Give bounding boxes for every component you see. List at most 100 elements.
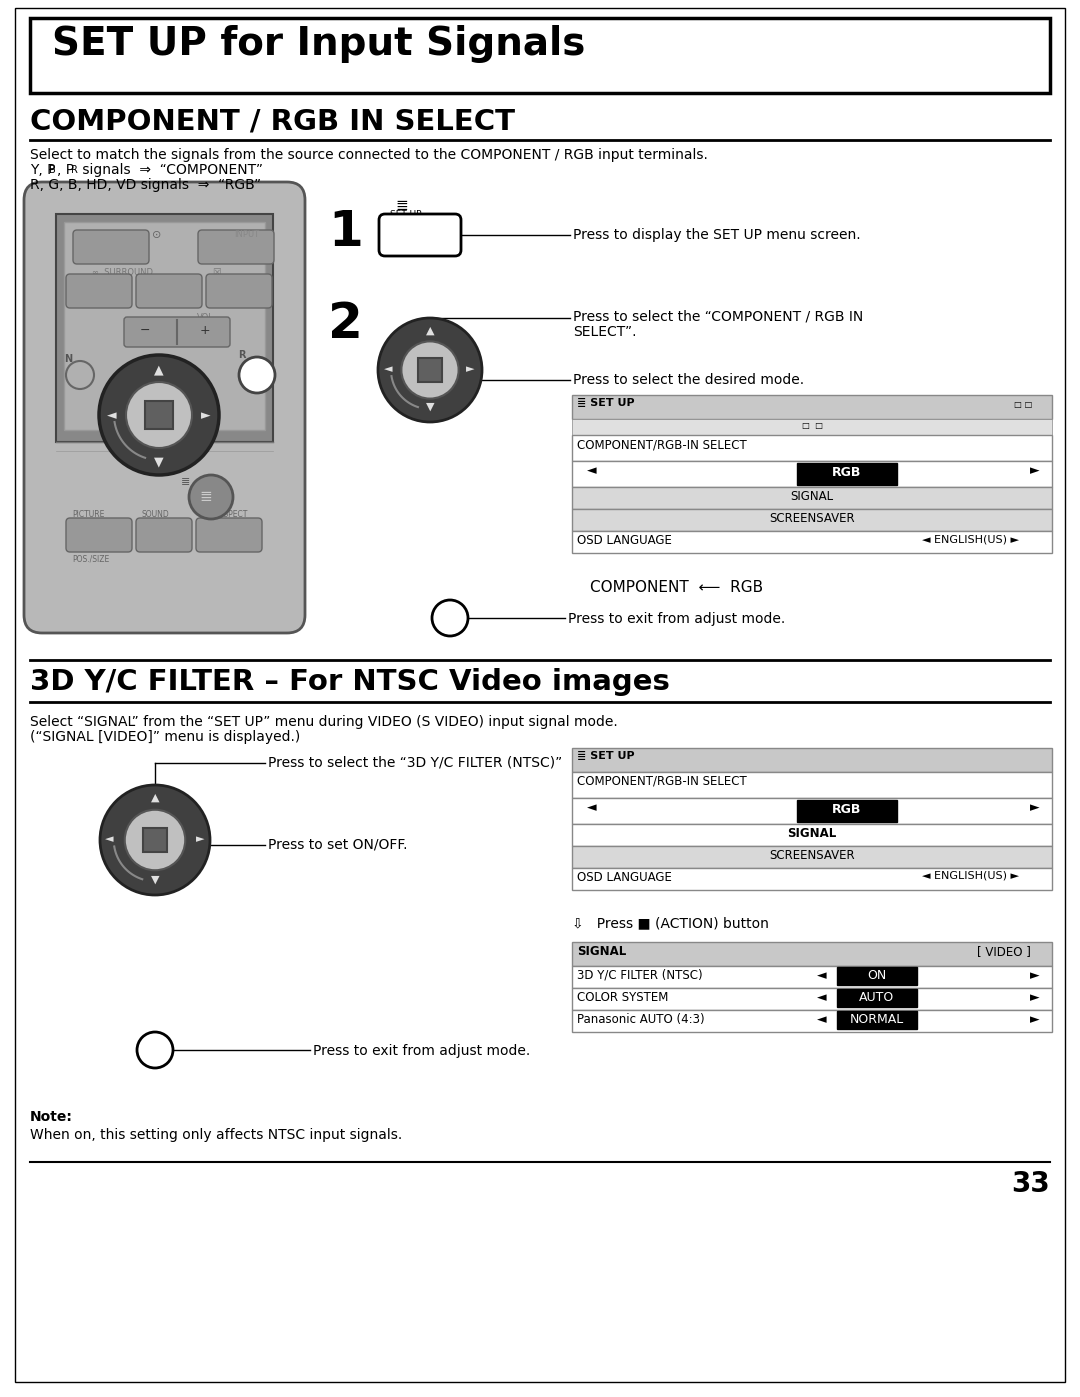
Text: ◄: ◄ <box>384 365 392 374</box>
Text: SCREENSAVER: SCREENSAVER <box>769 511 854 525</box>
Text: ►: ► <box>1030 990 1040 1004</box>
Circle shape <box>432 599 468 636</box>
Text: ◄ ENGLISH(US) ►: ◄ ENGLISH(US) ► <box>922 534 1020 543</box>
Text: R: R <box>238 351 245 360</box>
Text: POS./SIZE: POS./SIZE <box>72 555 109 564</box>
Text: AUTO: AUTO <box>860 990 894 1004</box>
Text: +: + <box>200 324 211 337</box>
Text: ▼: ▼ <box>151 875 159 886</box>
Text: 2: 2 <box>328 300 363 348</box>
Bar <box>572 395 1052 419</box>
Text: ►: ► <box>1030 464 1040 476</box>
Text: SCREENSAVER: SCREENSAVER <box>769 849 854 862</box>
Circle shape <box>100 785 210 895</box>
Text: ◄: ◄ <box>588 800 596 814</box>
Text: OSD LANGUAGE: OSD LANGUAGE <box>577 870 672 884</box>
Bar <box>572 965 1052 988</box>
Text: ≣: ≣ <box>181 476 190 488</box>
Text: Press to display the SET UP menu screen.: Press to display the SET UP menu screen. <box>573 228 861 242</box>
Bar <box>572 531 1052 553</box>
Text: signals  ⇒  “COMPONENT”: signals ⇒ “COMPONENT” <box>78 163 264 177</box>
Text: 33: 33 <box>1011 1171 1050 1199</box>
Circle shape <box>66 360 94 388</box>
Text: [ VIDEO ]: [ VIDEO ] <box>977 944 1031 958</box>
Text: , P: , P <box>57 163 75 177</box>
Text: □ □: □ □ <box>1014 400 1032 409</box>
FancyBboxPatch shape <box>136 274 202 307</box>
Text: Press to select the desired mode.: Press to select the desired mode. <box>573 373 805 387</box>
Bar <box>837 989 917 1007</box>
Text: ►: ► <box>1030 1013 1040 1025</box>
Circle shape <box>378 319 482 422</box>
Text: Panasonic AUTO (4:3): Panasonic AUTO (4:3) <box>577 1013 704 1025</box>
Text: ◄: ◄ <box>816 1013 826 1025</box>
Text: ◄ ENGLISH(US) ►: ◄ ENGLISH(US) ► <box>922 870 1020 882</box>
Bar <box>572 824 1052 847</box>
Bar <box>572 868 1052 890</box>
Text: SELECT”.: SELECT”. <box>573 326 636 339</box>
Text: ≣: ≣ <box>199 489 212 504</box>
Text: Press to exit from adjust mode.: Press to exit from adjust mode. <box>313 1044 530 1058</box>
FancyBboxPatch shape <box>24 182 305 633</box>
Text: Press to select the “COMPONENT / RGB IN: Press to select the “COMPONENT / RGB IN <box>573 310 863 324</box>
Text: NORMAL: NORMAL <box>850 1013 904 1025</box>
Text: ◄: ◄ <box>588 464 596 476</box>
Text: COLOR SYSTEM: COLOR SYSTEM <box>577 990 669 1004</box>
Text: SOUND: SOUND <box>141 510 170 520</box>
Circle shape <box>99 355 219 475</box>
Text: ◄: ◄ <box>105 834 113 844</box>
Text: ⇩   Press ■ (ACTION) button: ⇩ Press ■ (ACTION) button <box>572 916 769 930</box>
Text: ON: ON <box>867 970 887 982</box>
Bar <box>418 358 442 381</box>
Bar <box>797 800 897 821</box>
Text: COMPONENT/RGB-IN SELECT: COMPONENT/RGB-IN SELECT <box>577 439 746 451</box>
Text: Y, P: Y, P <box>30 163 55 177</box>
Text: ►: ► <box>1030 800 1040 814</box>
Text: RGB: RGB <box>833 467 862 479</box>
Text: ◄: ◄ <box>816 970 826 982</box>
Text: INPUT: INPUT <box>234 231 259 239</box>
FancyBboxPatch shape <box>124 317 230 346</box>
Text: VOL: VOL <box>197 313 214 321</box>
FancyBboxPatch shape <box>195 518 262 552</box>
Text: Press to exit from adjust mode.: Press to exit from adjust mode. <box>568 612 785 626</box>
Text: ▼: ▼ <box>154 455 164 468</box>
Text: RGB: RGB <box>833 803 862 816</box>
Text: 1: 1 <box>328 208 363 256</box>
Bar <box>837 967 917 985</box>
Bar <box>572 988 1052 1010</box>
Text: Select to match the signals from the source connected to the COMPONENT / RGB inp: Select to match the signals from the sou… <box>30 148 707 162</box>
Text: PICTURE: PICTURE <box>72 510 105 520</box>
Text: B: B <box>49 165 56 175</box>
Text: ≣: ≣ <box>395 198 408 212</box>
Text: COMPONENT/RGB-IN SELECT: COMPONENT/RGB-IN SELECT <box>577 775 746 788</box>
Bar <box>56 214 273 443</box>
Text: ►: ► <box>1030 970 1040 982</box>
Bar <box>837 1011 917 1030</box>
Text: SET UP: SET UP <box>390 210 421 219</box>
Text: ◄: ◄ <box>816 990 826 1004</box>
FancyBboxPatch shape <box>379 214 461 256</box>
FancyBboxPatch shape <box>206 274 272 307</box>
FancyBboxPatch shape <box>136 518 192 552</box>
Text: (“SIGNAL [VIDEO]” menu is displayed.): (“SIGNAL [VIDEO]” menu is displayed.) <box>30 731 300 745</box>
Bar <box>572 773 1052 798</box>
Text: SET UP for Input Signals: SET UP for Input Signals <box>52 25 585 63</box>
Text: N: N <box>64 353 72 365</box>
Text: SIGNAL: SIGNAL <box>791 490 834 503</box>
Text: OSD LANGUAGE: OSD LANGUAGE <box>577 534 672 548</box>
FancyBboxPatch shape <box>66 518 132 552</box>
Bar <box>64 222 265 429</box>
Circle shape <box>137 1032 173 1067</box>
Text: R: R <box>442 599 448 610</box>
Text: When on, this setting only affects NTSC input signals.: When on, this setting only affects NTSC … <box>30 1127 402 1141</box>
Text: ▲: ▲ <box>151 793 159 803</box>
Bar <box>572 798 1052 824</box>
Text: 3D Y/C FILTER (NTSC): 3D Y/C FILTER (NTSC) <box>577 970 703 982</box>
Text: COMPONENT / RGB IN SELECT: COMPONENT / RGB IN SELECT <box>30 108 515 136</box>
Text: ▲: ▲ <box>154 363 164 376</box>
FancyBboxPatch shape <box>66 274 132 307</box>
Text: SIGNAL: SIGNAL <box>577 944 626 958</box>
Text: ≣ SET UP: ≣ SET UP <box>577 398 635 408</box>
Bar <box>572 942 1052 965</box>
